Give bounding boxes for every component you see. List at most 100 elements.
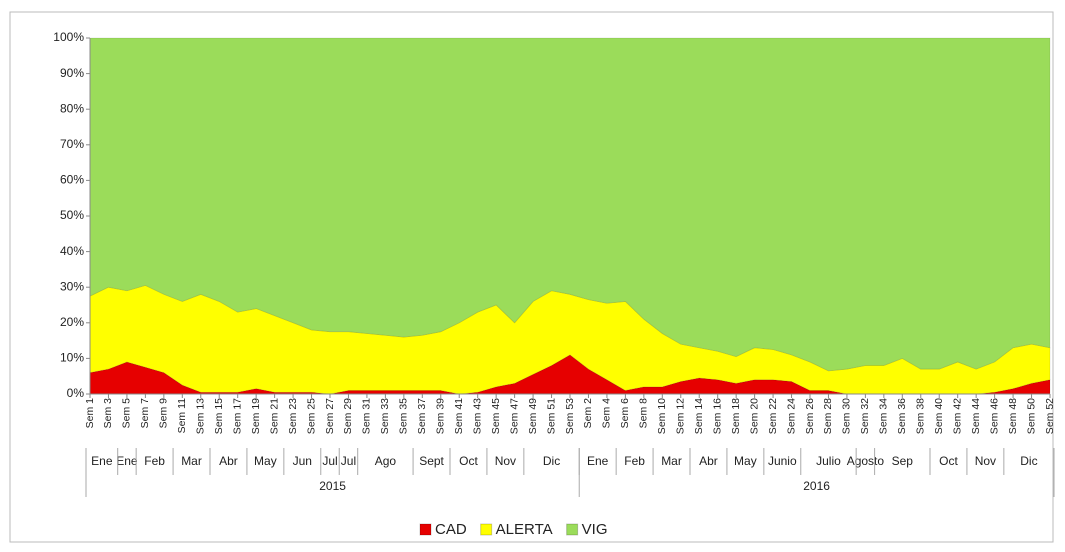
y-tick-label: 90% bbox=[60, 66, 84, 80]
x-tick-label: Sem 42 bbox=[951, 398, 963, 434]
month-label: Oct bbox=[459, 454, 478, 468]
month-label: Sep bbox=[892, 454, 914, 468]
area bbox=[89, 37, 1051, 372]
month-label: Nov bbox=[495, 454, 516, 468]
x-tick-label: Sem 32 bbox=[859, 398, 871, 434]
x-tick-label: Sem 8 bbox=[638, 398, 650, 429]
x-tick-label: Sem 15 bbox=[213, 398, 225, 434]
x-tick-label: Sem 21 bbox=[268, 398, 280, 434]
legend-label: ALERTA bbox=[496, 521, 553, 538]
x-tick-label: Sem 41 bbox=[453, 398, 465, 434]
month-label: Abr bbox=[699, 454, 718, 468]
x-tick-label: Sem 46 bbox=[988, 398, 1000, 434]
x-tick-label: Sem 53 bbox=[564, 398, 576, 434]
month-label: Jul bbox=[322, 454, 337, 468]
x-tick-label: Sem 12 bbox=[675, 398, 687, 434]
y-tick-label: 0% bbox=[67, 386, 85, 400]
x-tick-label: Sem 20 bbox=[748, 398, 760, 434]
x-tick-label: Sem 28 bbox=[822, 398, 834, 434]
year-label: 2016 bbox=[803, 479, 830, 493]
y-tick-label: 50% bbox=[60, 208, 84, 222]
x-tick-label: Sem 2 bbox=[582, 398, 594, 429]
x-tick-label: Sem 49 bbox=[527, 398, 539, 434]
x-tick-label: Sem 51 bbox=[545, 398, 557, 434]
x-tick-label: Sem 47 bbox=[508, 398, 520, 434]
x-tick-label: Sem 38 bbox=[915, 398, 927, 434]
x-tick-label: Sem 44 bbox=[970, 398, 982, 434]
month-label: Oct bbox=[939, 454, 958, 468]
x-tick-label: Sem 18 bbox=[730, 398, 742, 434]
x-tick-label: Sem 10 bbox=[656, 398, 668, 434]
month-label: Mar bbox=[661, 454, 682, 468]
x-tick-label: Sem 37 bbox=[416, 398, 428, 434]
x-tick-label: Sem 11 bbox=[176, 398, 188, 434]
month-label: May bbox=[254, 454, 277, 468]
x-tick-label: Sem 3 bbox=[102, 398, 114, 429]
x-tick-label: Sem 50 bbox=[1025, 398, 1037, 434]
month-label: Mar bbox=[181, 454, 202, 468]
x-tick-label: Sem 26 bbox=[804, 398, 816, 434]
x-tick-label: Sem 39 bbox=[435, 398, 447, 434]
x-tick-label: Sem 13 bbox=[195, 398, 207, 434]
month-label: Abr bbox=[219, 454, 238, 468]
month-label: Jul bbox=[341, 454, 356, 468]
month-label: Julio bbox=[816, 454, 841, 468]
x-tick-label: Sem 16 bbox=[711, 398, 723, 434]
y-tick-label: 20% bbox=[60, 315, 84, 329]
y-tick-label: 40% bbox=[60, 244, 84, 258]
month-label: Dic bbox=[1020, 454, 1037, 468]
month-label: Ene bbox=[587, 454, 609, 468]
month-label: Jun bbox=[293, 454, 312, 468]
month-label: Ene bbox=[91, 454, 113, 468]
y-tick-label: 70% bbox=[60, 137, 84, 151]
month-label: Junio bbox=[768, 454, 797, 468]
x-tick-label: Sem 6 bbox=[619, 398, 631, 429]
month-label: Ene bbox=[116, 454, 138, 468]
x-tick-label: Sem 40 bbox=[933, 398, 945, 434]
y-tick-label: 10% bbox=[60, 351, 84, 365]
x-tick-label: Sem 31 bbox=[361, 398, 373, 434]
month-label: Agosto bbox=[847, 454, 885, 468]
month-label: Sept bbox=[419, 454, 444, 468]
y-tick-label: 80% bbox=[60, 101, 84, 115]
x-tick-label: Sem 5 bbox=[121, 398, 133, 429]
x-tick-label: Sem 30 bbox=[841, 398, 853, 434]
x-tick-label: Sem 14 bbox=[693, 398, 705, 434]
month-label: Ago bbox=[375, 454, 397, 468]
x-tick-label: Sem 17 bbox=[231, 398, 243, 434]
x-tick-label: Sem 35 bbox=[398, 398, 410, 434]
month-label: Nov bbox=[975, 454, 996, 468]
month-label: Feb bbox=[624, 454, 645, 468]
x-tick-label: Sem 29 bbox=[342, 398, 354, 434]
x-tick-label: Sem 48 bbox=[1007, 398, 1019, 434]
y-tick-label: 100% bbox=[53, 30, 84, 44]
x-tick-label: Sem 4 bbox=[601, 398, 613, 429]
month-label: May bbox=[734, 454, 757, 468]
y-tick-label: 60% bbox=[60, 173, 84, 187]
x-tick-label: Sem 22 bbox=[767, 398, 779, 434]
year-label: 2015 bbox=[319, 479, 346, 493]
x-tick-label: Sem 23 bbox=[287, 398, 299, 434]
x-tick-label: Sem 27 bbox=[324, 398, 336, 434]
x-tick-label: Sem 45 bbox=[490, 398, 502, 434]
legend-label: CAD bbox=[435, 521, 467, 538]
legend-label: VIG bbox=[582, 521, 608, 538]
month-label: Dic bbox=[543, 454, 560, 468]
x-tick-label: Sem 36 bbox=[896, 398, 908, 434]
x-tick-label: Sem 33 bbox=[379, 398, 391, 434]
x-tick-label: Sem 24 bbox=[785, 398, 797, 434]
x-tick-label: Sem 25 bbox=[305, 398, 317, 434]
area bbox=[89, 284, 1051, 395]
month-label: Feb bbox=[144, 454, 165, 468]
x-tick-label: Sem 9 bbox=[158, 398, 170, 429]
legend-swatch bbox=[480, 523, 493, 536]
x-tick-label: Sem 19 bbox=[250, 398, 262, 434]
x-tick-label: Sem 34 bbox=[878, 398, 890, 434]
y-tick-label: 30% bbox=[60, 279, 84, 293]
x-tick-label: Sem 7 bbox=[139, 398, 151, 429]
x-tick-label: Sem 52 bbox=[1044, 398, 1056, 434]
x-tick-label: Sem 1 bbox=[84, 398, 96, 429]
x-tick-label: Sem 43 bbox=[471, 398, 483, 434]
legend-swatch bbox=[419, 523, 432, 536]
